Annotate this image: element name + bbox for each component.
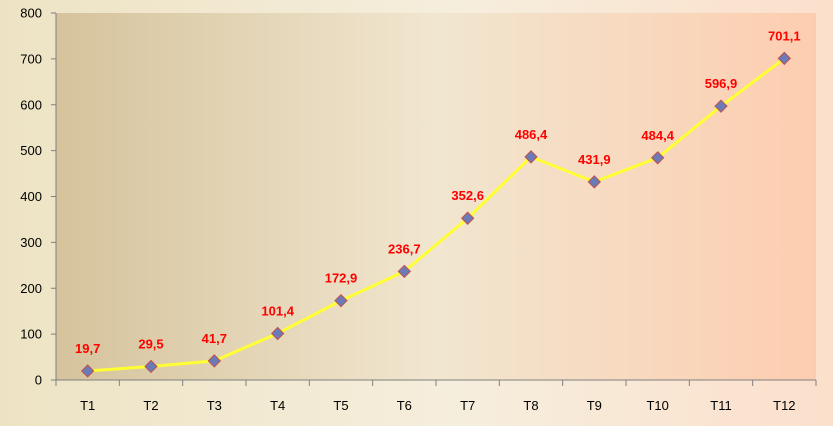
series-layer	[80, 51, 792, 378]
x-tick-label: T8	[523, 398, 538, 413]
data-label: 101,4	[261, 303, 294, 318]
x-tick-label: T12	[773, 398, 795, 413]
data-label: 596,9	[705, 76, 738, 91]
x-tick-label: T3	[207, 398, 222, 413]
data-label-layer: 19,7 29,5 41,7 101,4 172,9 236,7 352,6 486,4 431…	[75, 28, 801, 356]
data-label: 19,7	[75, 341, 100, 356]
data-label: 701,1	[768, 28, 801, 43]
data-label: 352,6	[451, 188, 484, 203]
x-axis: T1 T2 T3 T4 T5 T6 T7 T8 T9 T10 T11 T12	[55, 379, 817, 413]
data-label: 486,4	[515, 127, 548, 142]
y-tick-label: 300	[20, 235, 42, 250]
data-point	[714, 99, 728, 113]
y-tick-label: 800	[20, 6, 42, 21]
x-tick-label: T9	[587, 398, 602, 413]
y-tick-label: 0	[35, 373, 42, 388]
x-tick-label: T6	[397, 398, 412, 413]
y-tick-label: 500	[20, 143, 42, 158]
y-tick-label: 100	[20, 327, 42, 342]
data-point	[207, 354, 222, 368]
y-tick-label: 600	[20, 97, 42, 112]
y-tick-label: 700	[20, 51, 42, 66]
data-point	[334, 293, 348, 308]
data-point	[397, 264, 412, 279]
data-point	[777, 51, 792, 66]
data-point	[144, 359, 158, 374]
x-tick-label: T7	[460, 398, 475, 413]
y-tick-label: 400	[20, 189, 42, 204]
data-label: 484,4	[641, 128, 674, 143]
data-point	[650, 151, 665, 165]
data-point	[587, 175, 602, 189]
data-label: 172,9	[325, 271, 358, 286]
series-line	[86, 56, 786, 373]
data-label: 41,7	[202, 331, 227, 346]
x-tick-label: T11	[710, 398, 731, 413]
x-tick-label: T1	[80, 398, 95, 413]
x-tick-label: T5	[333, 398, 348, 413]
data-label: 29,5	[138, 336, 163, 351]
data-point	[80, 364, 95, 378]
x-tick-label: T2	[143, 398, 158, 413]
x-tick-label: T10	[646, 398, 668, 413]
data-point	[270, 326, 285, 341]
data-point	[460, 211, 475, 225]
plot-area	[56, 13, 816, 380]
x-tick-label: T4	[270, 398, 285, 413]
data-label: 236,7	[388, 241, 421, 256]
data-label: 431,9	[578, 152, 611, 167]
data-point	[524, 150, 538, 164]
y-axis: 0 100 200 300 400 500 600 700 800	[20, 6, 57, 388]
y-tick-label: 200	[20, 281, 42, 296]
